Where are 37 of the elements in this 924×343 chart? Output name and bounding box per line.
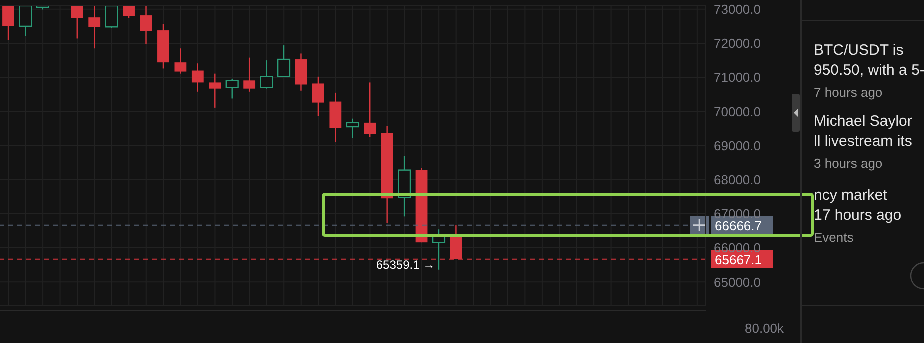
y-tick-label: 71000.0	[714, 70, 761, 86]
candlestick	[140, 6, 152, 46]
candlestick	[88, 6, 101, 50]
y-tick-label: 69000.0	[714, 138, 761, 154]
annotation: 65359.1 →	[375, 258, 436, 272]
candlestick	[260, 60, 274, 90]
candlestick	[174, 48, 187, 74]
text: Michael Saylor	[814, 113, 912, 130]
candlestick	[364, 82, 376, 138]
candlestick	[19, 6, 32, 37]
candlestick	[209, 73, 222, 109]
text: ll livestream its	[814, 133, 912, 150]
candlestick	[244, 57, 256, 93]
candlestick	[312, 76, 324, 117]
candlestick	[192, 63, 204, 93]
ref-line-label: 66666.7	[715, 218, 762, 234]
candlestick	[277, 44, 291, 78]
text: Events	[814, 230, 854, 245]
y-tick-label: 72000.0	[714, 36, 761, 52]
candlestick	[105, 6, 118, 30]
text: ncy market	[814, 187, 888, 204]
text: 950.50, with a 5-	[814, 62, 924, 79]
text: 17 hours ago	[814, 207, 902, 224]
candlestick	[346, 118, 360, 139]
candlestick	[226, 78, 239, 100]
y-tick-label: 73000.0	[714, 2, 761, 18]
text: 7 hours ago	[814, 85, 883, 100]
y-tick-label: 68000.0	[714, 172, 761, 188]
candlestick	[123, 6, 135, 19]
text: BTC/USDT is	[814, 42, 904, 59]
candlestick	[71, 6, 84, 40]
candlestick	[2, 6, 14, 42]
text: 80.00k	[745, 321, 784, 336]
y-tick-label: 65000.0	[714, 274, 761, 290]
y-tick-label: 70000.0	[714, 104, 761, 120]
text: 3 hours ago	[814, 156, 883, 171]
ref-line-label: 65667.1	[715, 252, 762, 268]
